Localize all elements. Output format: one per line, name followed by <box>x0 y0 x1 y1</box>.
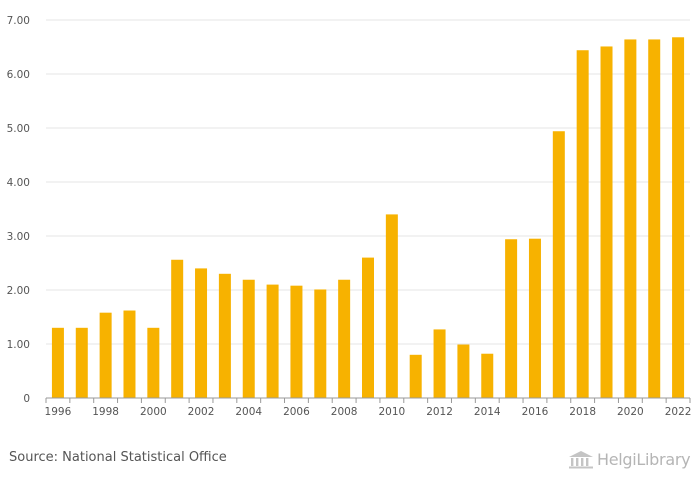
y-axis: 0 1.00 2.00 3.00 4.00 5.00 6.00 7.00 <box>7 15 30 405</box>
x-tick-label: 2012 <box>426 406 453 418</box>
bar-1996[interactable] <box>51 327 64 398</box>
bar-chart: 0 1.00 2.00 3.00 4.00 5.00 6.00 7.00 1996 1998 20… <box>7 15 692 418</box>
bars <box>51 37 685 399</box>
grid-lines <box>46 19 690 345</box>
source-note: Source: National Statistical Office <box>9 450 227 465</box>
x-axis: 1996 1998 2000 2002 2004 2006 2008 2010 2012 2014… <box>45 397 692 418</box>
x-tick-label: 1996 <box>45 406 72 418</box>
y-tick-label: 7.00 <box>7 15 30 27</box>
bar-2020[interactable] <box>624 39 637 398</box>
bar-2022[interactable] <box>672 37 685 398</box>
bar-1997[interactable] <box>75 327 88 398</box>
x-tick-label: 2022 <box>665 406 692 418</box>
bar-1999[interactable] <box>123 310 136 398</box>
x-tick-label: 2020 <box>617 406 644 418</box>
y-tick-label: 5.00 <box>7 123 30 135</box>
bar-2012[interactable] <box>433 329 446 398</box>
x-tick-label: 2000 <box>140 406 167 418</box>
y-tick-label: 3.00 <box>7 231 30 243</box>
bar-2015[interactable] <box>505 239 518 398</box>
bar-1998[interactable] <box>99 312 112 398</box>
x-tick-label: 2016 <box>522 406 549 418</box>
y-tick-label: 0 <box>23 393 30 405</box>
x-tick-label: 2018 <box>569 406 596 418</box>
bar-2007[interactable] <box>314 289 327 398</box>
bar-2018[interactable] <box>576 50 589 399</box>
x-tick-label: 2006 <box>283 406 310 418</box>
y-tick-label: 6.00 <box>7 69 30 81</box>
bar-2014[interactable] <box>481 353 494 398</box>
bar-2003[interactable] <box>218 273 231 398</box>
bar-2021[interactable] <box>648 39 661 398</box>
bar-2000[interactable] <box>147 327 160 398</box>
x-tick-label: 2010 <box>378 406 405 418</box>
bar-2002[interactable] <box>195 268 208 398</box>
bar-2019[interactable] <box>600 46 613 399</box>
helgi-library-logo[interactable]: HelgiLibrary <box>568 448 691 470</box>
x-tick-label: 1998 <box>92 406 119 418</box>
y-tick-label: 4.00 <box>7 177 30 189</box>
bar-2006[interactable] <box>290 285 303 398</box>
bar-2008[interactable] <box>338 279 351 398</box>
x-tick-label: 2002 <box>188 406 215 418</box>
x-tick-label: 2008 <box>331 406 358 418</box>
bar-2009[interactable] <box>362 257 374 398</box>
bar-2004[interactable] <box>242 279 255 398</box>
bar-2005[interactable] <box>266 284 279 398</box>
bar-2001[interactable] <box>171 259 184 398</box>
bar-2013[interactable] <box>457 344 470 398</box>
bar-2010[interactable] <box>385 214 398 398</box>
logo-text: HelgiLibrary <box>597 449 691 469</box>
bar-2017[interactable] <box>552 131 565 399</box>
library-building-icon <box>569 451 593 469</box>
x-tick-label: 2004 <box>235 406 262 418</box>
x-tick-label: 2014 <box>474 406 501 418</box>
y-tick-label: 1.00 <box>7 339 30 351</box>
bar-2016[interactable] <box>528 238 541 398</box>
y-tick-label: 2.00 <box>7 285 30 297</box>
bar-2011[interactable] <box>409 354 422 398</box>
